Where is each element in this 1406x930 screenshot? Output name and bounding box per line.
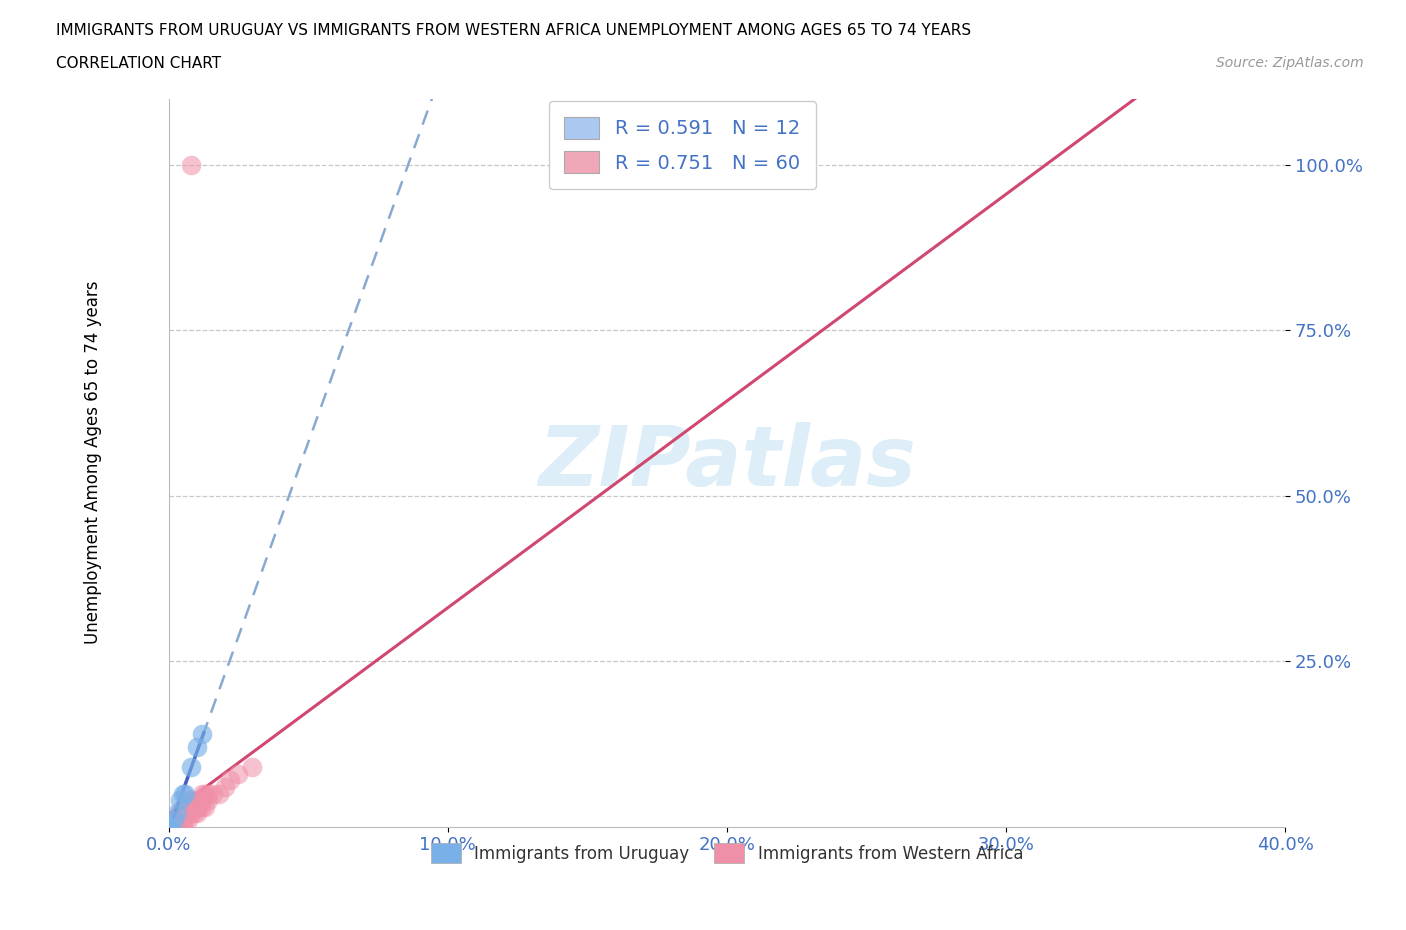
Point bbox=[180, 760, 202, 775]
Point bbox=[157, 819, 180, 834]
Point bbox=[157, 819, 180, 834]
Point bbox=[191, 800, 214, 815]
Point bbox=[191, 792, 214, 807]
Point bbox=[188, 800, 211, 815]
Text: ZIPatlas: ZIPatlas bbox=[538, 422, 915, 503]
Point bbox=[166, 813, 188, 828]
Point bbox=[228, 766, 250, 781]
Point bbox=[160, 813, 183, 828]
Point bbox=[186, 792, 208, 807]
Point bbox=[163, 819, 186, 834]
Point bbox=[183, 806, 205, 821]
Point bbox=[169, 806, 191, 821]
Point bbox=[197, 786, 219, 801]
Point bbox=[157, 819, 180, 834]
Point bbox=[191, 786, 214, 801]
Text: Source: ZipAtlas.com: Source: ZipAtlas.com bbox=[1216, 56, 1364, 70]
Point bbox=[169, 806, 191, 821]
Text: CORRELATION CHART: CORRELATION CHART bbox=[56, 56, 221, 71]
Point bbox=[172, 806, 194, 821]
Point bbox=[183, 800, 205, 815]
Point bbox=[174, 800, 197, 815]
Point bbox=[157, 819, 180, 834]
Point bbox=[163, 813, 186, 828]
Text: Unemployment Among Ages 65 to 74 years: Unemployment Among Ages 65 to 74 years bbox=[84, 281, 101, 644]
Point bbox=[157, 819, 180, 834]
Point bbox=[157, 819, 180, 834]
Point bbox=[194, 786, 217, 801]
Point bbox=[157, 819, 180, 834]
Point bbox=[191, 726, 214, 741]
Point bbox=[172, 813, 194, 828]
Point bbox=[160, 819, 183, 834]
Point bbox=[186, 806, 208, 821]
Point bbox=[166, 806, 188, 821]
Point bbox=[197, 792, 219, 807]
Legend: Immigrants from Uruguay, Immigrants from Western Africa: Immigrants from Uruguay, Immigrants from… bbox=[425, 837, 1029, 870]
Point bbox=[163, 813, 186, 828]
Point bbox=[166, 819, 188, 834]
Text: IMMIGRANTS FROM URUGUAY VS IMMIGRANTS FROM WESTERN AFRICA UNEMPLOYMENT AMONG AGE: IMMIGRANTS FROM URUGUAY VS IMMIGRANTS FR… bbox=[56, 23, 972, 38]
Point bbox=[194, 800, 217, 815]
Point bbox=[177, 813, 200, 828]
Point bbox=[180, 157, 202, 172]
Point bbox=[177, 800, 200, 815]
Point bbox=[169, 819, 191, 834]
Point bbox=[188, 792, 211, 807]
Point bbox=[172, 819, 194, 834]
Point bbox=[214, 779, 236, 794]
Point bbox=[180, 792, 202, 807]
Point bbox=[174, 813, 197, 828]
Point bbox=[160, 819, 183, 834]
Point bbox=[186, 800, 208, 815]
Point bbox=[174, 806, 197, 821]
Point bbox=[174, 786, 197, 801]
Point bbox=[242, 760, 264, 775]
Point bbox=[208, 786, 231, 801]
Point bbox=[219, 773, 242, 788]
Point bbox=[186, 740, 208, 755]
Point bbox=[169, 792, 191, 807]
Point bbox=[157, 819, 180, 834]
Point bbox=[166, 813, 188, 828]
Point bbox=[172, 800, 194, 815]
Point bbox=[180, 806, 202, 821]
Point bbox=[157, 819, 180, 834]
Point bbox=[177, 806, 200, 821]
Point bbox=[177, 792, 200, 807]
Point bbox=[172, 786, 194, 801]
Point bbox=[202, 786, 225, 801]
Point bbox=[180, 800, 202, 815]
Point bbox=[169, 813, 191, 828]
Point bbox=[163, 819, 186, 834]
